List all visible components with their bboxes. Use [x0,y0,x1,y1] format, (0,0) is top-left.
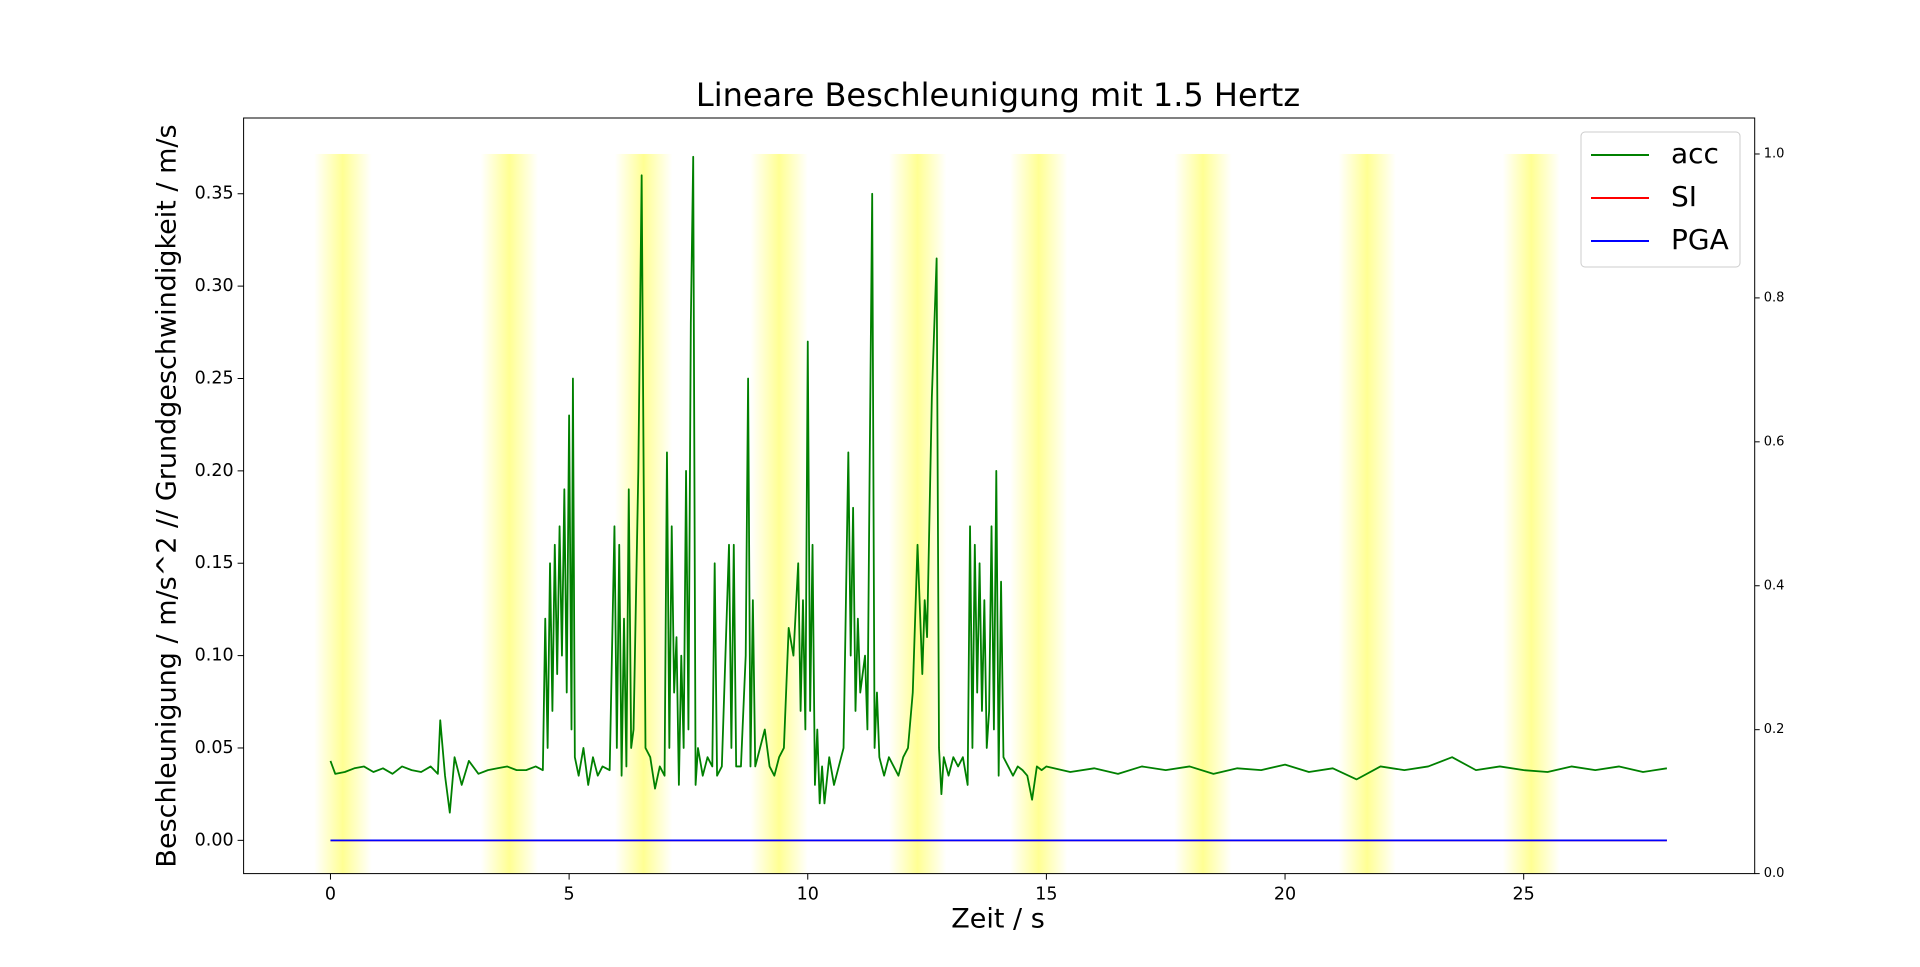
highlight-span [1502,153,1560,874]
y-tick-label: 0.05 [195,738,234,758]
y-tick-label: 0.35 [195,184,234,204]
x-axis-label: Zeit / s [951,904,1045,935]
legend-label: SI [1671,180,1697,213]
y2-tick-label: 0.0 [1764,866,1785,881]
legend-label: acc [1671,137,1719,170]
highlight-span [480,153,539,874]
y2-tick-label: 0.4 [1764,578,1785,593]
x-tick-label: 15 [1035,885,1057,905]
highlight-span [1338,153,1396,874]
y-tick-label: 0.20 [195,461,234,481]
highlight-span [314,153,372,874]
y-tick-label: 0.10 [195,646,234,666]
x-tick-label: 10 [797,885,819,905]
legend-box [1580,131,1741,268]
chart-title: Lineare Beschleunigung mit 1.5 Hertz [696,76,1300,114]
x-tick-label: 20 [1274,885,1296,905]
highlight-span [1174,153,1232,874]
highlight-span [750,153,808,874]
plot-frame [243,117,1756,875]
legend-label: PGA [1671,223,1729,256]
y2-tick-label: 0.6 [1764,434,1785,449]
y-tick-label: 0.00 [195,830,234,850]
highlight-span [1010,153,1068,874]
data-line [329,155,1668,814]
x-tick-label: 0 [325,885,336,905]
y2-tick-label: 0.8 [1764,290,1785,305]
y2-tick-label: 1.0 [1764,146,1785,161]
y2-tick-label: 0.2 [1764,722,1785,737]
y-tick-label: 0.15 [195,553,234,573]
x-tick-label: 25 [1513,885,1535,905]
y-axis-label: Beschleunigung / m/s^2 // Grundgeschwind… [152,124,183,867]
x-tick-label: 5 [564,885,575,905]
y-tick-label: 0.30 [195,276,234,296]
y-tick-label: 0.25 [195,368,234,388]
